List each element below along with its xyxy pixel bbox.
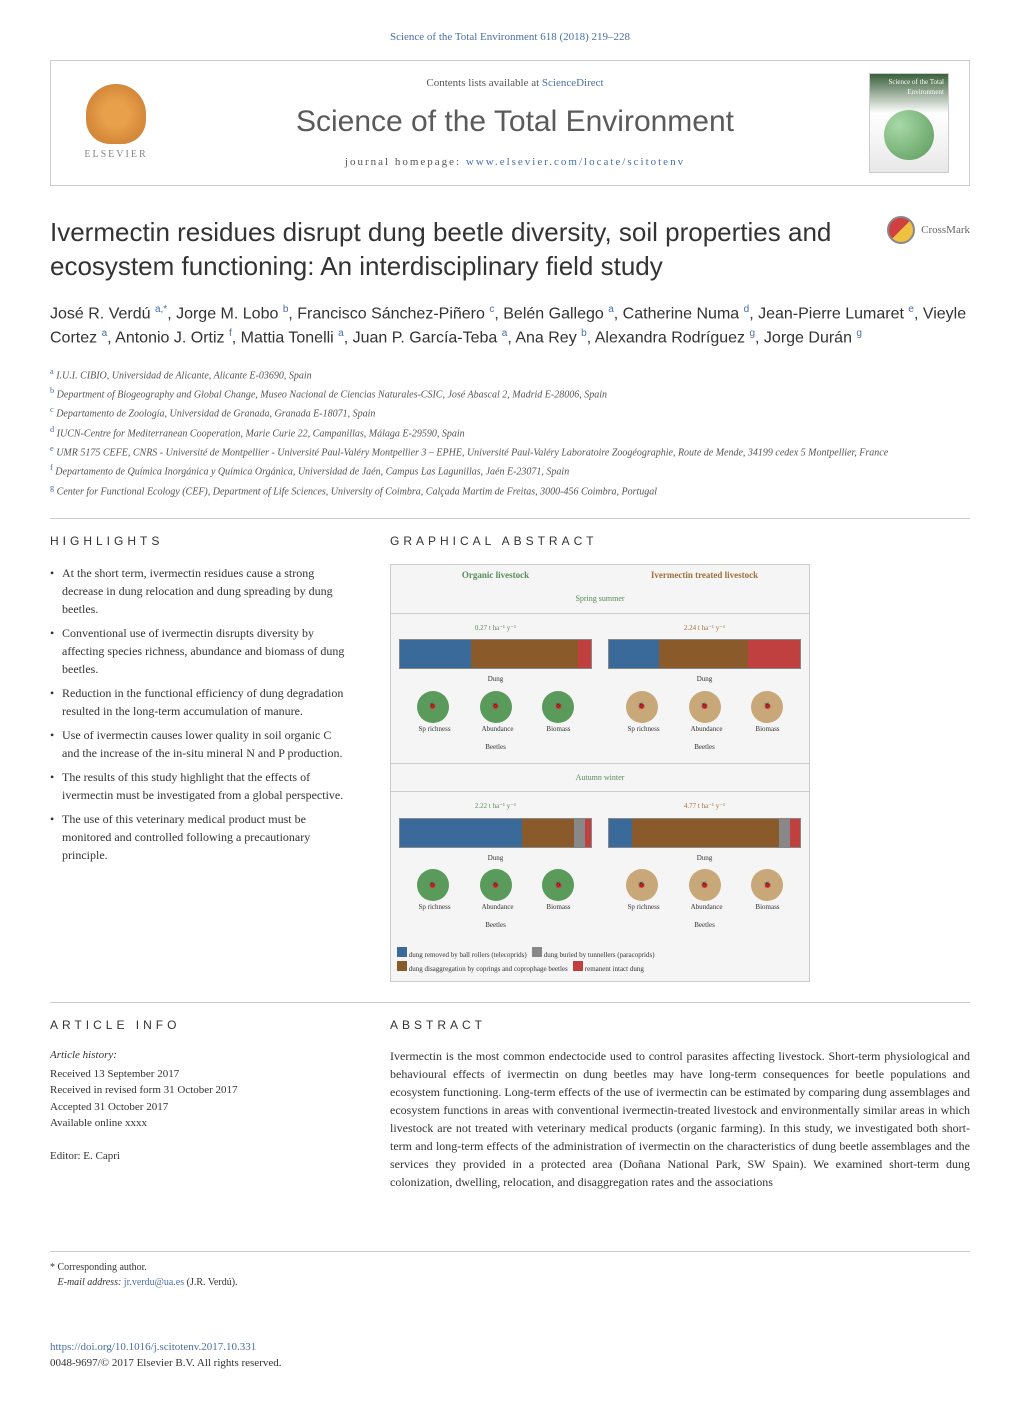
article-history-heading: Article history: [50,1047,350,1064]
article-info-column: ARTICLE INFO Article history: Received 1… [50,1017,350,1192]
crossmark-icon [887,216,915,244]
doi-copyright-block: https://doi.org/10.1016/j.scitotenv.2017… [50,1340,970,1371]
graphical-abstract-heading: GRAPHICAL ABSTRACT [390,533,970,550]
email-label: E-mail address: [58,1277,124,1288]
contents-text: Contents lists available at [426,77,541,89]
email-link[interactable]: jr.verdu@ua.es [124,1277,184,1288]
journal-ref-link[interactable]: Science of the Total Environment 618 (20… [390,31,630,43]
corresponding-author-note: * Corresponding author. E-mail address: … [50,1251,970,1290]
journal-title: Science of the Total Environment [161,101,869,143]
affiliation-line: c Departamento de Zoología, Universidad … [50,403,970,422]
doi-link[interactable]: https://doi.org/10.1016/j.scitotenv.2017… [50,1341,256,1353]
graphical-abstract-figure: Organic livestockIvermectin treated live… [390,564,810,982]
graphical-abstract-column: GRAPHICAL ABSTRACT Organic livestockIver… [390,533,970,982]
article-info-block: Article history: Received 13 September 2… [50,1047,350,1165]
affiliation-line: e UMR 5175 CEFE, CNRS - Université de Mo… [50,442,970,461]
journal-reference: Science of the Total Environment 618 (20… [50,30,970,45]
affiliation-line: a I.U.I. CIBIO, Universidad de Alicante,… [50,365,970,384]
journal-header: ELSEVIER Contents lists available at Sci… [50,60,970,186]
highlight-item: Use of ivermectin causes lower quality i… [50,726,350,762]
history-line: Accepted 31 October 2017 [50,1099,350,1116]
highlights-column: HIGHLIGHTS At the short term, ivermectin… [50,533,350,982]
cover-label: Science of the Total Environment [870,74,948,102]
affiliations-list: a I.U.I. CIBIO, Universidad de Alicante,… [50,365,970,500]
crossmark-label: CrossMark [921,223,970,238]
affiliation-line: d IUCN-Centre for Mediterranean Cooperat… [50,423,970,442]
highlight-item: Conventional use of ivermectin disrupts … [50,624,350,678]
elsevier-tree-icon [86,84,146,144]
info-abstract-row: ARTICLE INFO Article history: Received 1… [50,1017,970,1192]
affiliation-line: b Department of Biogeography and Global … [50,384,970,403]
title-row: Ivermectin residues disrupt dung beetle … [50,216,970,284]
highlights-graphical-row: HIGHLIGHTS At the short term, ivermectin… [50,533,970,982]
journal-homepage: journal homepage: www.elsevier.com/locat… [161,155,869,170]
highlight-item: Reduction in the functional efficiency o… [50,684,350,720]
email-line: E-mail address: jr.verdu@ua.es (J.R. Ver… [50,1275,970,1290]
highlight-item: At the short term, ivermectin residues c… [50,564,350,618]
divider [50,518,970,519]
header-center: Contents lists available at ScienceDirec… [161,76,869,171]
article-info-heading: ARTICLE INFO [50,1017,350,1034]
email-suffix: (J.R. Verdú). [184,1277,237,1288]
history-line: Received in revised form 31 October 2017 [50,1082,350,1099]
crossmark-badge[interactable]: CrossMark [887,216,970,244]
elsevier-logo: ELSEVIER [71,78,161,168]
affiliation-line: g Center for Functional Ecology (CEF), D… [50,481,970,500]
highlight-item: The results of this study highlight that… [50,768,350,804]
homepage-text: journal homepage: [345,156,466,168]
highlights-list: At the short term, ivermectin residues c… [50,564,350,864]
abstract-heading: ABSTRACT [390,1017,970,1034]
contents-line: Contents lists available at ScienceDirec… [161,76,869,91]
highlight-item: The use of this veterinary medical produ… [50,810,350,864]
history-line: Available online xxxx [50,1115,350,1132]
corresponding-label: * Corresponding author. [50,1260,970,1275]
highlights-heading: HIGHLIGHTS [50,533,350,550]
abstract-column: ABSTRACT Ivermectin is the most common e… [390,1017,970,1192]
abstract-text: Ivermectin is the most common endectocid… [390,1047,970,1191]
editor-line: Editor: E. Capri [50,1148,350,1165]
authors-list: José R. Verdú a,*, Jorge M. Lobo b, Fran… [50,302,970,351]
homepage-link[interactable]: www.elsevier.com/locate/scitotenv [466,156,685,168]
elsevier-label: ELSEVIER [84,148,147,162]
affiliation-line: f Departamento de Química Inorgánica y Q… [50,461,970,480]
article-history-lines: Received 13 September 2017Received in re… [50,1066,350,1132]
sciencedirect-link[interactable]: ScienceDirect [542,77,604,89]
divider [50,1002,970,1003]
cover-globe-icon [884,110,934,160]
history-line: Received 13 September 2017 [50,1066,350,1083]
journal-cover-thumbnail: Science of the Total Environment [869,73,949,173]
article-title: Ivermectin residues disrupt dung beetle … [50,216,867,284]
